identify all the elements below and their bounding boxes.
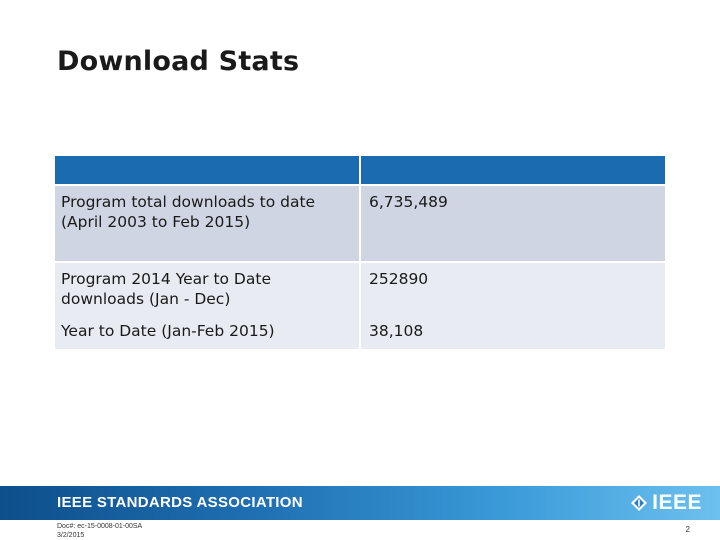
table-row: Program total downloads to date (April 2… — [55, 185, 665, 263]
row-value: 6,735,489 — [369, 193, 448, 211]
row-label: Year to Date (Jan-Feb 2015) — [61, 322, 275, 340]
ieee-logo: IEEE — [631, 491, 702, 515]
table-header-cell — [359, 156, 665, 186]
row-value: 38,108 — [369, 322, 424, 340]
table-header-row — [55, 156, 665, 186]
doc-date: 3/2/2015 — [57, 532, 85, 539]
footer-brand: IEEE STANDARDS ASSOCIATION — [57, 494, 303, 511]
table-header-cell — [55, 156, 360, 186]
row-value: 252890 — [369, 270, 429, 288]
footer-band: IEEE STANDARDS ASSOCIATION IEEE — [0, 486, 720, 520]
row-value-cell: 38,108 — [359, 321, 665, 349]
doc-number: Doc#: ec-15-0008-01-00SA — [57, 523, 143, 530]
row-label: Program total downloads to date (April 2… — [61, 193, 316, 231]
table-row: Year to Date (Jan-Feb 2015) 38,108 — [55, 321, 665, 349]
page-number: 2 — [685, 525, 690, 534]
download-stats-table: Program total downloads to date (April 2… — [55, 156, 665, 349]
doc-meta: Doc#: ec-15-0008-01-00SA 3/2/2015 — [57, 522, 142, 540]
row-label-cell: Program 2014 Year to Date downloads (Jan… — [55, 262, 360, 321]
row-value-cell: 6,735,489 — [359, 185, 665, 263]
table-row: Program 2014 Year to Date downloads (Jan… — [55, 262, 665, 321]
row-value-cell: 252890 — [359, 262, 665, 321]
row-label-cell: Program total downloads to date (April 2… — [55, 185, 360, 263]
ieee-logo-text: IEEE — [652, 491, 702, 514]
ieee-diamond-icon — [631, 495, 648, 511]
row-label-cell: Year to Date (Jan-Feb 2015) — [55, 321, 360, 349]
slide-title: Download Stats — [57, 46, 300, 77]
row-label: Program 2014 Year to Date downloads (Jan… — [61, 270, 271, 308]
